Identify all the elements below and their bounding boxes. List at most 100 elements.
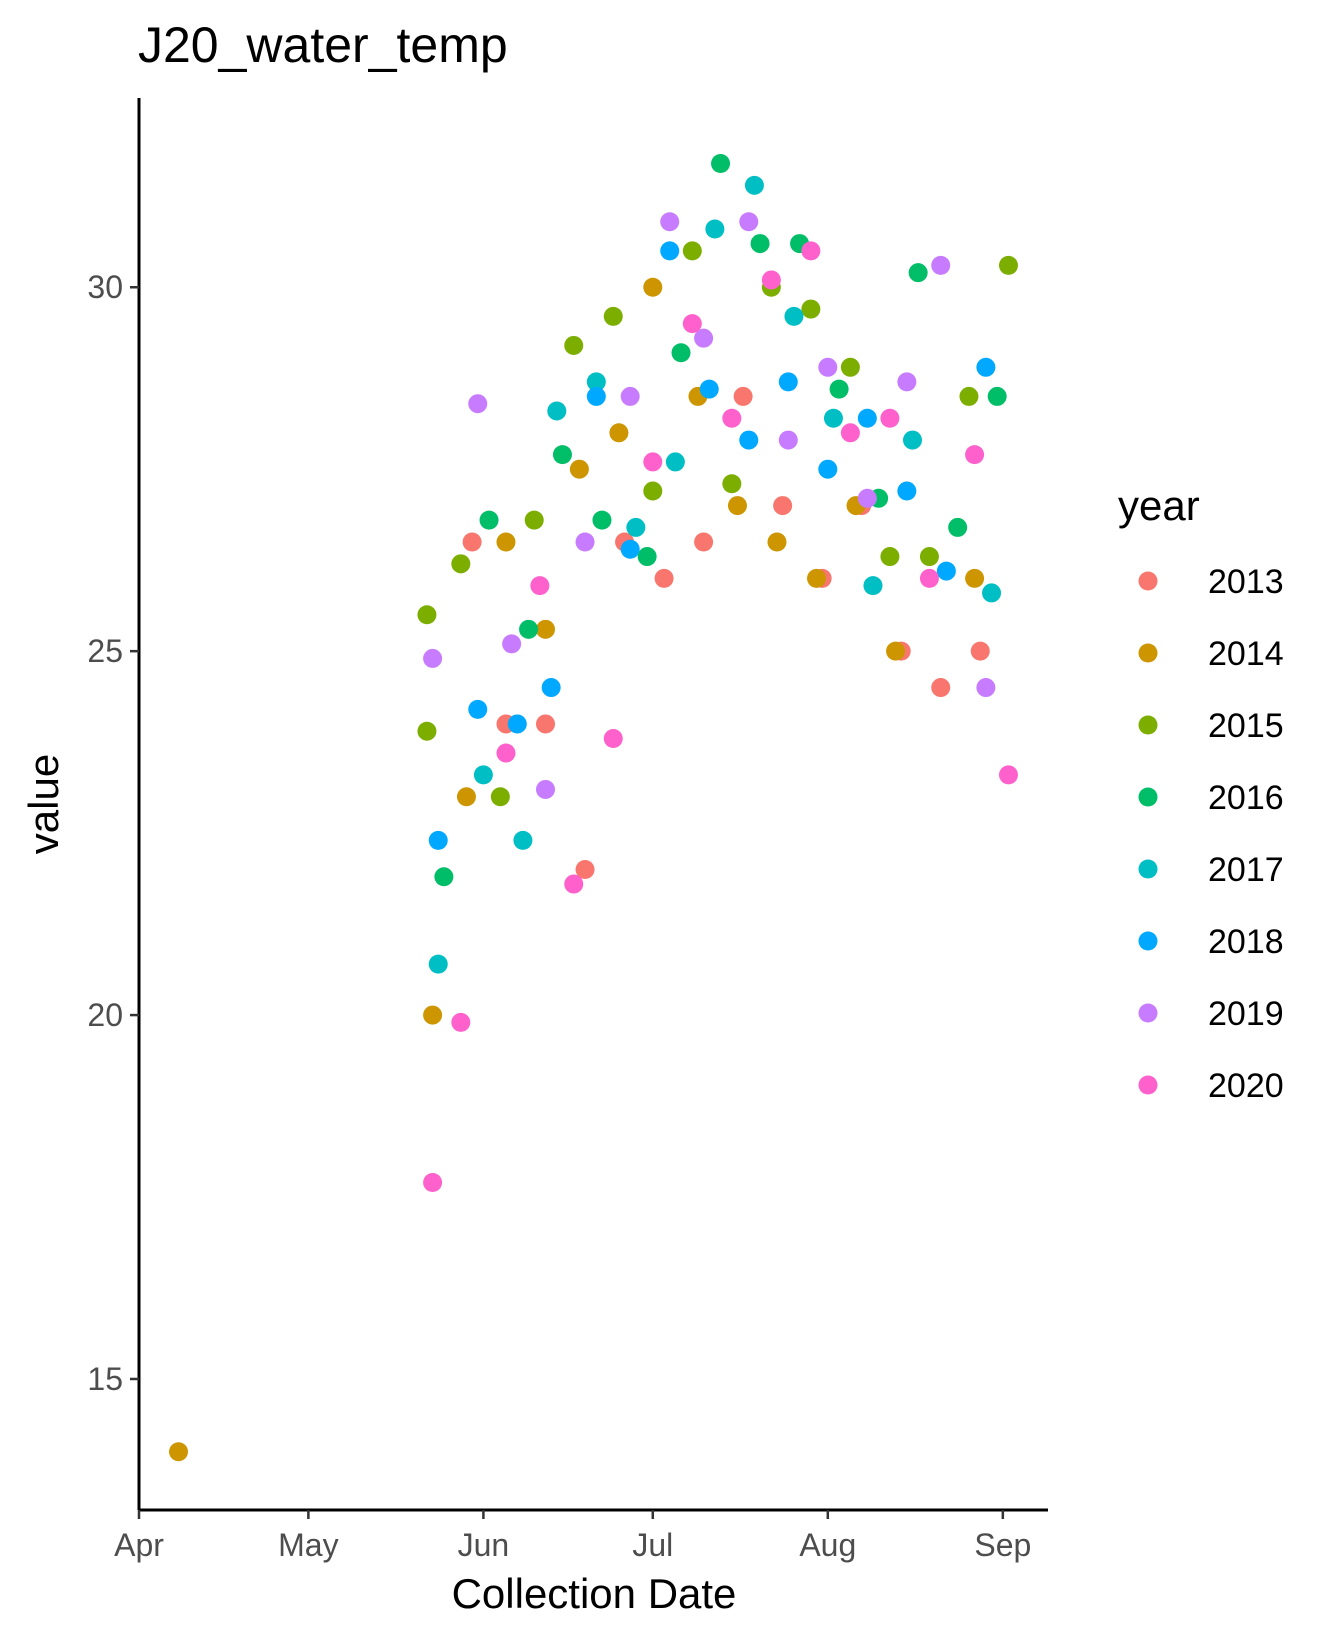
legend-key-2014 [1138, 643, 1158, 663]
data-point-2016 [519, 619, 539, 639]
data-point-2013 [575, 860, 595, 880]
data-point-2020 [919, 568, 939, 588]
y-axis-title: value [20, 754, 67, 854]
data-point-2017 [784, 306, 804, 326]
x-tick-label: Jun [458, 1527, 510, 1563]
data-point-2018 [428, 830, 448, 850]
data-point-2018 [468, 699, 488, 719]
data-point-2014 [886, 641, 906, 661]
data-point-2016 [829, 379, 849, 399]
data-point-2019 [778, 430, 798, 450]
data-point-2016 [908, 263, 928, 283]
legend-label-2017: 2017 [1208, 851, 1284, 889]
data-point-2015 [603, 306, 623, 326]
data-point-2013 [462, 532, 482, 552]
data-point-2020 [965, 445, 985, 465]
data-point-2020 [880, 408, 900, 428]
legend-key-2017 [1138, 859, 1158, 879]
legend-label-2019: 2019 [1208, 995, 1284, 1033]
data-point-2018 [976, 357, 996, 377]
data-point-2020 [840, 423, 860, 443]
data-point-2019 [660, 212, 680, 232]
chart-title: J20_water_temp [138, 17, 508, 73]
data-point-2018 [739, 430, 759, 450]
data-point-2014 [609, 423, 629, 443]
data-point-2019 [468, 394, 488, 414]
data-point-2020 [564, 874, 584, 894]
data-point-2015 [919, 547, 939, 567]
data-point-2017 [665, 452, 685, 472]
data-point-2017 [705, 219, 725, 239]
data-point-2020 [761, 270, 781, 290]
legend-key-2013 [1138, 571, 1158, 591]
data-point-2015 [682, 241, 702, 261]
data-point-2017 [547, 401, 567, 421]
legend-label-2020: 2020 [1208, 1067, 1284, 1105]
data-point-2013 [654, 568, 674, 588]
data-point-2015 [490, 787, 510, 807]
data-point-2015 [722, 474, 742, 494]
data-point-2015 [643, 481, 663, 501]
data-point-2018 [620, 539, 640, 559]
data-point-2015 [451, 554, 471, 574]
data-point-2020 [682, 314, 702, 334]
data-point-2016 [637, 547, 657, 567]
legend-key-2020 [1138, 1075, 1158, 1095]
y-tick-label: 15 [87, 1361, 123, 1397]
data-point-2013 [970, 641, 990, 661]
legend-label-2018: 2018 [1208, 923, 1284, 961]
data-point-2017 [513, 830, 533, 850]
data-point-2019 [423, 648, 443, 668]
data-point-2016 [750, 234, 770, 254]
data-point-2019 [897, 372, 917, 392]
data-point-2018 [936, 561, 956, 581]
data-point-2019 [620, 386, 640, 406]
data-point-2014 [456, 787, 476, 807]
data-point-2016 [479, 510, 499, 530]
data-point-2014 [536, 619, 556, 639]
data-point-2019 [739, 212, 759, 232]
x-tick-label: Apr [114, 1527, 164, 1563]
data-point-2017 [823, 408, 843, 428]
data-point-2016 [948, 517, 968, 537]
x-tick-label: Jul [632, 1527, 673, 1563]
legend-label-2014: 2014 [1208, 635, 1284, 673]
data-point-2013 [733, 386, 753, 406]
data-point-2015 [417, 605, 437, 625]
data-point-2015 [417, 721, 437, 741]
y-tick-label: 25 [87, 633, 123, 669]
data-point-2014 [727, 496, 747, 516]
data-point-2020 [496, 743, 516, 763]
data-point-2020 [801, 241, 821, 261]
legend-label-2013: 2013 [1208, 563, 1284, 601]
data-point-2016 [552, 445, 572, 465]
data-point-2018 [660, 241, 680, 261]
data-point-2015 [524, 510, 544, 530]
data-point-2020 [530, 576, 550, 596]
data-point-2018 [818, 459, 838, 479]
y-tick-label: 20 [87, 997, 123, 1033]
data-point-2018 [507, 714, 527, 734]
data-point-2019 [694, 328, 714, 348]
data-point-2015 [959, 386, 979, 406]
legend-key-2018 [1138, 931, 1158, 951]
data-point-2016 [711, 154, 731, 174]
data-point-2020 [603, 728, 623, 748]
data-point-2013 [931, 678, 951, 698]
data-point-2016 [987, 386, 1007, 406]
legend-label-2016: 2016 [1208, 779, 1284, 817]
data-point-2020 [998, 765, 1018, 785]
legend-items: 2013 2014 2015 2016 2017 2018 2019 2020 [1138, 563, 1284, 1105]
data-point-2020 [722, 408, 742, 428]
data-point-2015 [801, 299, 821, 319]
x-tick-label: May [278, 1527, 338, 1563]
data-point-2017 [744, 175, 764, 195]
data-point-2013 [536, 714, 556, 734]
data-point-2017 [982, 583, 1002, 603]
data-point-2015 [840, 357, 860, 377]
data-point-2017 [586, 372, 606, 392]
data-point-2020 [451, 1012, 471, 1032]
x-tick-label: Sep [974, 1527, 1031, 1563]
data-point-2018 [778, 372, 798, 392]
